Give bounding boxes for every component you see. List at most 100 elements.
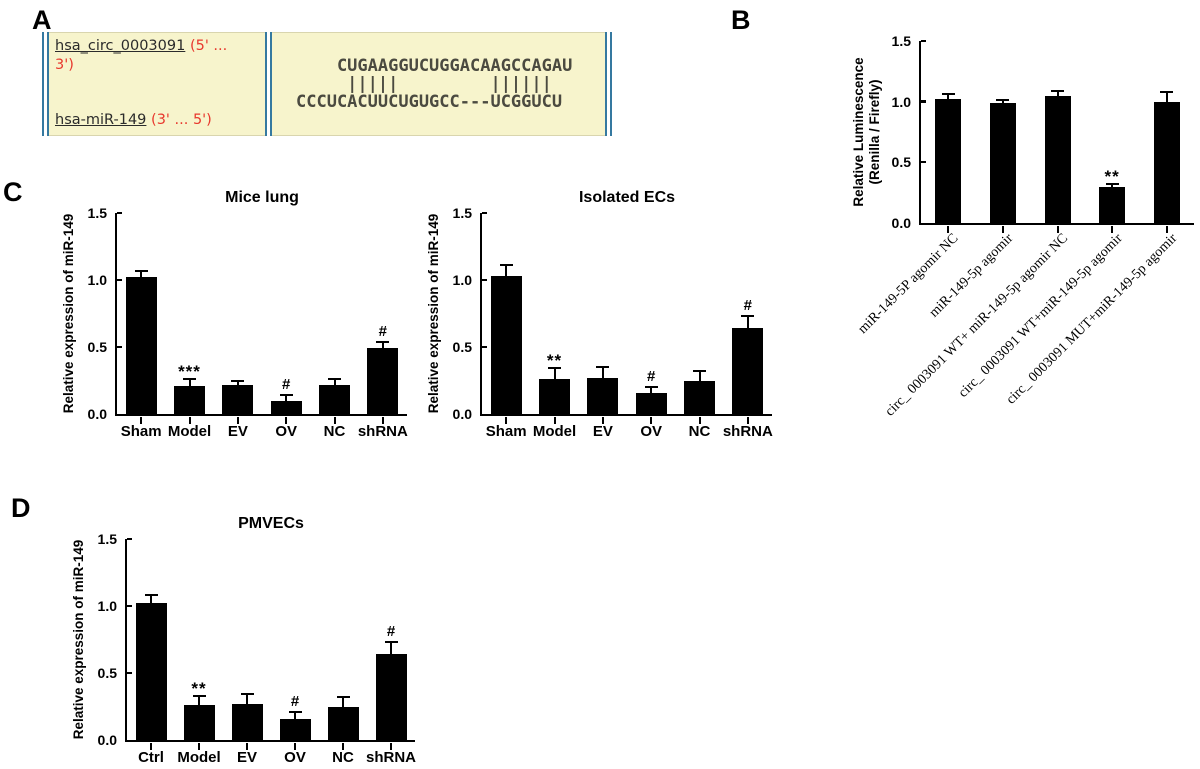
error-bar-stem (505, 265, 508, 276)
x-category-label: Model (167, 423, 212, 440)
y-tick-label: 0.5 (891, 154, 911, 171)
x-tick-mark (505, 416, 508, 424)
alignment-sequences-cell: CUGAAGGUCUGGACAAGCCAGAU ||||| |||||| CCC… (272, 32, 605, 136)
x-tick-mark (390, 742, 392, 750)
sequence-alignment-text: CUGAAGGUCUGGACAAGCCAGAU ||||| |||||| CCC… (296, 56, 573, 112)
circ-name-line: hsa_circ_0003091 (5' ... (55, 37, 259, 56)
alignment-divider (265, 32, 272, 136)
x-tick-mark (285, 416, 288, 424)
panel-a-letter: A (32, 5, 52, 35)
error-bar-cap (596, 366, 610, 369)
data-bar (222, 384, 254, 414)
error-bar-stem (746, 316, 749, 329)
error-bar-cap (144, 594, 158, 597)
error-bar-cap (384, 641, 398, 644)
y-tick-label: 1.5 (891, 33, 911, 49)
error-bar-cap (741, 315, 755, 318)
y-tick-mark (482, 345, 487, 348)
x-category-label: EV (236, 749, 258, 766)
x-category-label: shRNA (365, 749, 417, 766)
error-bar-cap (693, 370, 706, 373)
x-tick-mark (342, 742, 344, 750)
x-tick-mark (1111, 225, 1114, 233)
significance-marker: # (281, 376, 291, 394)
error-bar-stem (294, 711, 296, 719)
error-bar-cap (328, 378, 341, 381)
chart-title: Mice lung (225, 189, 299, 206)
y-tick-mark (117, 211, 122, 214)
error-bar-stem (333, 379, 336, 385)
data-bar (319, 384, 350, 414)
x-category-label: EV (592, 423, 613, 440)
x-tick-mark (1001, 225, 1004, 233)
y-tick-label: 0.0 (452, 406, 472, 422)
circ-orientation-wrap: 3') (55, 57, 74, 73)
chart-isolated-ecs: Isolated ECs Relative expression of miR-1… (426, 189, 773, 440)
chart-title: PMVECs (238, 515, 304, 532)
error-bar-cap (192, 694, 206, 697)
chart-title: Isolated ECs (578, 189, 676, 206)
data-bar (490, 275, 522, 414)
x-category-label: Sham (485, 423, 527, 440)
mirna-orientation: (3' ... 5') (151, 112, 212, 128)
significance-marker: *** (178, 362, 201, 382)
significance-marker: # (743, 297, 752, 315)
y-tick-mark (921, 39, 926, 42)
error-bar-cap (499, 264, 513, 267)
error-bar-cap (240, 693, 254, 696)
significance-marker: # (290, 692, 300, 710)
error-bar-stem (140, 270, 143, 278)
data-bar (327, 706, 359, 740)
x-tick-mark (601, 416, 604, 424)
x-tick-mark (381, 416, 384, 424)
x-tick-mark (1165, 225, 1168, 233)
data-bar (174, 385, 205, 414)
data-bar (125, 277, 157, 414)
mirna-name-line: hsa-miR-149 (3' ... 5') (55, 111, 259, 130)
alignment-divider (605, 32, 612, 136)
circ-orientation: (5' ... (189, 38, 228, 54)
x-tick-mark (150, 742, 152, 750)
data-bar (1099, 186, 1126, 223)
x-tick-mark (650, 416, 653, 424)
data-bar (587, 377, 619, 414)
y-tick-label: 1.5 (97, 531, 117, 547)
data-bar (279, 718, 311, 740)
y-tick-label: 0.5 (452, 339, 472, 355)
data-bar (1153, 101, 1180, 223)
x-category-label-text: miR-149-5P agomir NC (855, 231, 962, 337)
error-bar-stem (236, 380, 239, 385)
data-bar (732, 328, 764, 414)
x-category-label: Sham (120, 423, 162, 440)
x-tick-mark (188, 416, 191, 424)
x-category-label: OV (275, 423, 297, 440)
data-bar (935, 99, 962, 223)
error-bar-stem (947, 94, 950, 100)
error-bar-stem (381, 341, 384, 349)
y-tick-mark (117, 345, 122, 348)
x-tick-mark (947, 225, 950, 233)
error-bar-cap (1105, 183, 1119, 186)
panel-c-letter: C (3, 177, 23, 207)
x-category-label: Ctrl (138, 749, 164, 766)
x-tick-mark (698, 416, 701, 424)
y-tick-mark (127, 537, 132, 540)
y-tick-mark (482, 211, 487, 214)
chart-pmvecs: PMVECs Relative expression of miR-149 0.0 0… (71, 515, 416, 766)
error-bar-stem (188, 379, 191, 386)
y-tick-label: 1.5 (452, 205, 472, 221)
x-category-label: shRNA (722, 423, 773, 440)
error-bar-stem (650, 387, 653, 393)
y-tick-mark (921, 161, 926, 164)
error-bar-stem (698, 371, 701, 381)
error-bar-cap (941, 93, 955, 96)
x-tick-mark (236, 416, 239, 424)
alignment-divider (42, 32, 49, 136)
y-axis-label-line: Relative expression of miR-149 (71, 539, 86, 740)
error-bar-cap (183, 378, 196, 381)
x-tick-mark (553, 416, 556, 424)
error-bar-stem (1056, 90, 1059, 96)
x-tick-mark (246, 742, 248, 750)
y-tick-mark (127, 671, 132, 674)
